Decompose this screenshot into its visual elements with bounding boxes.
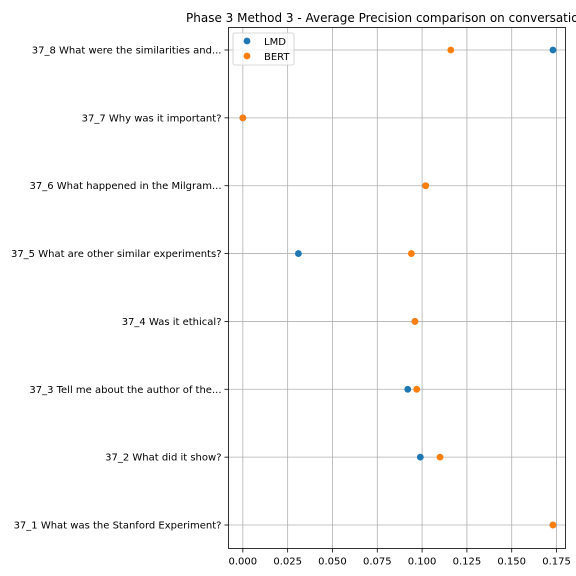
- point-lmd-8: [549, 46, 557, 54]
- point-lmd-3: [404, 385, 412, 393]
- y-tick-label: 37_8 What were the similarities and...: [32, 46, 222, 57]
- point-bert-1: [549, 521, 557, 529]
- y-tick-label: 37_7 Why was it important?: [82, 113, 222, 124]
- legend-marker-bert: [243, 52, 251, 60]
- y-tick-labels: 37_1 What was the Stanford Experiment? 37…: [11, 46, 229, 532]
- grid: [228, 27, 566, 549]
- x-tick-label: 0.125: [453, 557, 482, 568]
- point-bert-8: [447, 46, 455, 54]
- legend-label-bert: BERT: [264, 52, 290, 63]
- legend-label-lmd: LMD: [264, 37, 286, 48]
- point-bert-5: [407, 250, 415, 257]
- point-bert-4: [411, 318, 419, 325]
- point-bert-7: [239, 114, 247, 122]
- x-tick-label: 0.025: [273, 557, 302, 568]
- x-tick-label: 0.000: [229, 557, 258, 568]
- y-tick-label: 37_1 What was the Stanford Experiment?: [14, 521, 222, 532]
- y-tick-label: 37_4 Was it ethical?: [122, 317, 222, 328]
- legend: LMD BERT: [232, 32, 295, 66]
- x-tick-label: 0.150: [497, 557, 526, 568]
- y-tick-label: 37_6 What happened in the Milgram...: [30, 181, 222, 192]
- point-bert-6: [422, 182, 430, 190]
- y-tick-label: 37_3 Tell me about the author of the...: [29, 385, 221, 396]
- data-points: [239, 46, 557, 529]
- plot-frame: [228, 27, 566, 549]
- y-tick-label: 37_5 What are other similar experiments?: [11, 249, 222, 260]
- chart-title: Phase 3 Method 3 - Average Precision com…: [186, 11, 576, 25]
- x-tick-label: 0.050: [318, 557, 347, 568]
- y-tick-label: 37_2 What did it show?: [105, 453, 221, 464]
- x-tick-label: 0.100: [408, 557, 437, 568]
- point-lmd-2: [416, 453, 424, 461]
- point-lmd-5: [295, 250, 302, 257]
- x-tick-labels: 0.000 0.025 0.050 0.075 0.100 0.125 0.150 0.175: [229, 548, 571, 568]
- legend-marker-lmd: [243, 37, 251, 45]
- x-tick-label: 0.075: [363, 557, 392, 568]
- x-tick-label: 0.175: [542, 557, 571, 568]
- point-bert-3: [413, 385, 421, 393]
- point-bert-2: [436, 453, 444, 461]
